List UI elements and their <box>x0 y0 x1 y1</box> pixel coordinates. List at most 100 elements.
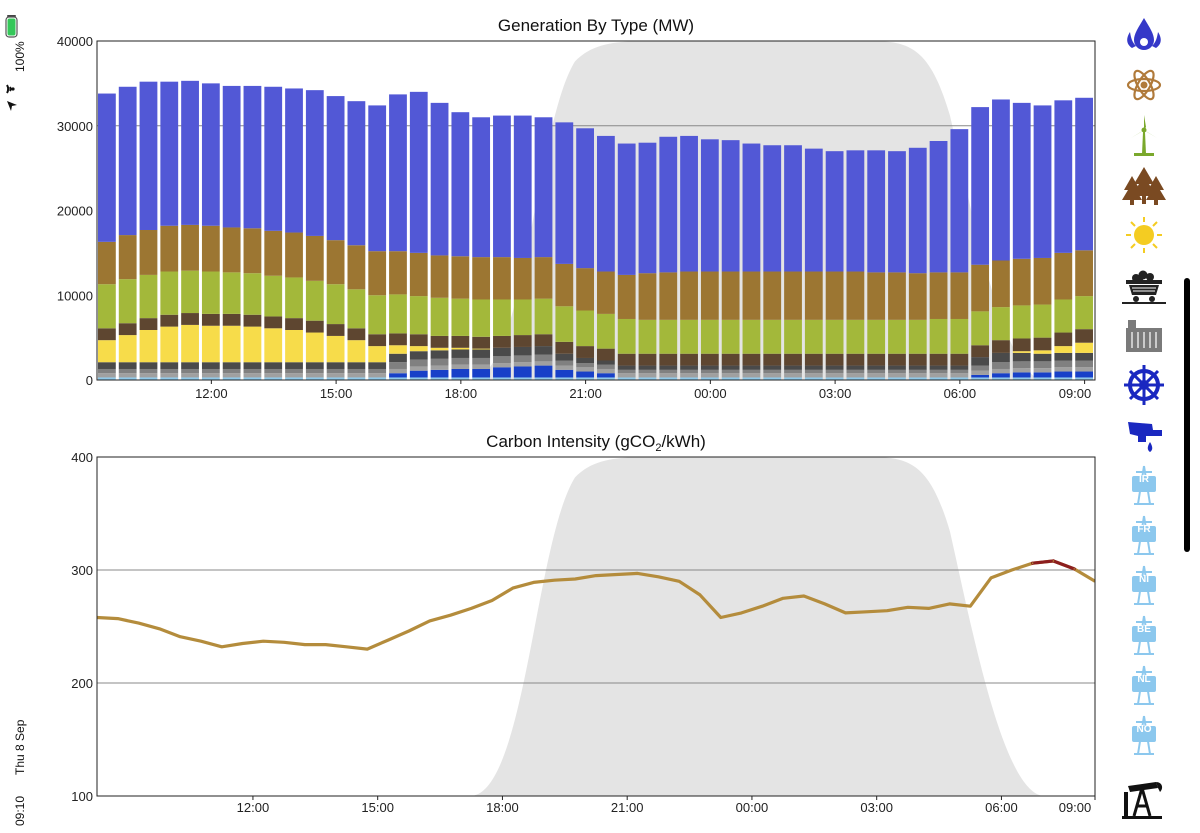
bar-segment-interconnect <box>680 377 698 380</box>
bar-segment-pumped <box>763 353 782 366</box>
bar-segment-imports <box>389 373 407 378</box>
x-tick-label: 21:00 <box>569 386 602 401</box>
bar-segment-pumped <box>305 320 324 333</box>
scroll-indicator[interactable] <box>1184 278 1190 552</box>
bar-segment-other2 <box>576 363 594 368</box>
bar-segment-imports <box>971 374 990 378</box>
bar-segment-gas <box>534 117 553 258</box>
carbon-intensity-point <box>179 635 181 638</box>
bar-segment-interconnect <box>929 377 948 380</box>
carbon-intensity-point <box>1031 562 1034 565</box>
bar-segment-wind <box>971 311 990 346</box>
bar-segment-interconnect <box>992 377 1010 380</box>
bar-segment-wind <box>700 319 719 354</box>
carbon-intensity-point <box>408 630 410 632</box>
carbon-intensity-point <box>865 611 868 613</box>
battery-icon <box>5 15 18 38</box>
legend-interconnector-fr[interactable]: FR <box>1116 514 1172 560</box>
legend-interconnector-nl[interactable]: NL <box>1116 664 1172 710</box>
bar-segment-other2 <box>763 369 782 374</box>
bar-segment-other2 <box>1075 360 1093 368</box>
bar-segment-pumped <box>1012 338 1031 352</box>
bar-segment-pumped <box>846 353 865 366</box>
bar-segment-other2 <box>118 368 137 374</box>
bar-segment-other1 <box>326 362 345 369</box>
legend-other[interactable] <box>1116 312 1172 358</box>
legend-nuclear[interactable] <box>1116 62 1172 108</box>
bar-segment-hydro <box>867 373 886 378</box>
bar-segment-wind <box>555 306 574 342</box>
bar-segment-gas <box>617 143 636 275</box>
bar-segment-other1 <box>243 362 262 369</box>
bar-segment-biomass <box>929 272 948 319</box>
bar-segment-other1 <box>1075 352 1093 361</box>
bar-segment-interconnect <box>472 377 491 380</box>
bar-segment-biomass <box>638 273 657 320</box>
carbon-intensity-point <box>137 622 140 624</box>
bar-segment-gas <box>513 115 532 258</box>
biomass-trees-icon <box>1122 167 1166 205</box>
carbon-intensity-point <box>324 643 327 646</box>
bar-segment-hydro <box>638 373 657 378</box>
legend-pumped-storage[interactable] <box>1116 412 1172 458</box>
legend-hydro[interactable] <box>1116 362 1172 408</box>
bar-segment-hydro <box>160 373 179 378</box>
bar-segment-hydro <box>1033 368 1052 373</box>
legend-wind[interactable] <box>1116 112 1172 158</box>
bar-segment-other1 <box>493 347 511 357</box>
legend-gas[interactable] <box>1116 12 1172 58</box>
bar-segment-gas <box>98 93 116 242</box>
x-tick-label: 15:00 <box>361 800 394 815</box>
bar-segment-hydro <box>1054 367 1073 372</box>
bar-segment-gas <box>347 101 366 246</box>
interconnector-ir-icon <box>1132 465 1156 505</box>
bar-segment-pumped <box>451 335 470 348</box>
bar-segment-hydro <box>784 373 802 378</box>
bar-segment-interconnect <box>118 377 137 380</box>
generation-chart-title: Generation By Type (MW) <box>498 16 694 35</box>
bar-segment-gas <box>201 83 220 226</box>
bar-segment-hydro <box>181 373 199 378</box>
legend-oil[interactable] <box>1116 776 1172 822</box>
bar-segment-other2 <box>409 359 428 367</box>
carbon-intensity-point <box>823 603 826 605</box>
bar-segment-gas <box>888 151 906 273</box>
bar-segment-interconnect <box>555 377 574 380</box>
bar-segment-interconnect <box>742 377 761 380</box>
bar-segment-other1 <box>576 357 594 364</box>
legend-interconnector-ni[interactable]: NI <box>1116 564 1172 610</box>
carbon-intensity-point <box>595 574 597 577</box>
bar-segment-hydro <box>888 373 906 378</box>
legend-interconnector-be[interactable]: BE <box>1116 614 1172 660</box>
bar-segment-other1 <box>534 346 553 355</box>
bar-segment-gas <box>929 141 948 273</box>
carbon-intensity-point <box>636 572 639 575</box>
legend-interconnector-ir[interactable]: IR <box>1116 464 1172 510</box>
y-tick-label: 0 <box>86 373 93 388</box>
carbon-intensity-point <box>1052 560 1055 562</box>
bar-segment-other2 <box>659 369 678 374</box>
bar-segment-hydro <box>285 373 303 378</box>
legend-solar[interactable] <box>1116 212 1172 258</box>
bar-segment-other1 <box>597 360 615 365</box>
bar-segment-pumped <box>98 328 116 341</box>
bar-segment-hydro <box>929 373 948 378</box>
bar-segment-pumped <box>160 314 179 327</box>
bar-segment-wind <box>389 294 407 334</box>
bar-segment-biomass <box>472 257 491 300</box>
bar-segment-hydro <box>576 367 594 372</box>
bar-segment-biomass <box>971 264 990 312</box>
carbon-intensity-point <box>678 580 680 583</box>
bar-segment-other2 <box>700 369 719 374</box>
bar-segment-interconnect <box>617 377 636 380</box>
legend-biomass[interactable] <box>1116 162 1172 208</box>
bar-segment-gas <box>1075 97 1093 251</box>
carbon-intensity-point <box>158 627 161 630</box>
legend-coal[interactable] <box>1116 262 1172 308</box>
carbon-plot-frame <box>96 456 1096 797</box>
bar-segment-interconnect <box>368 377 387 380</box>
bar-segment-pumped <box>201 313 220 326</box>
legend-interconnector-no[interactable]: NO <box>1116 714 1172 760</box>
bar-segment-other1 <box>784 365 802 370</box>
carbon-intensity-point <box>1073 568 1076 570</box>
